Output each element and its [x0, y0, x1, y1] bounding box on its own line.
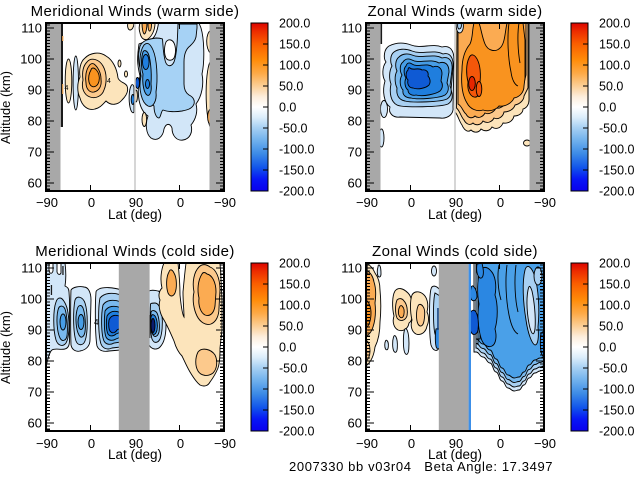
svg-text:90: 90: [28, 323, 42, 338]
svg-text:−90: −90: [356, 195, 378, 210]
svg-text:150.0: 150.0: [279, 38, 310, 52]
svg-text:0: 0: [408, 436, 415, 451]
svg-text:-100.0: -100.0: [599, 143, 634, 157]
svg-text:Lat (deg): Lat (deg): [108, 447, 162, 462]
svg-text:90: 90: [449, 436, 463, 451]
svg-text:0: 0: [177, 195, 184, 210]
svg-text:0: 0: [497, 195, 504, 210]
svg-text:100: 100: [20, 292, 42, 307]
svg-text:-50.0: -50.0: [599, 362, 628, 376]
svg-text:50.0: 50.0: [279, 320, 303, 334]
svg-text:90: 90: [129, 436, 143, 451]
svg-text:-200.0: -200.0: [279, 185, 314, 199]
svg-text:0: 0: [497, 436, 504, 451]
svg-text:0: 0: [88, 195, 95, 210]
svg-text:0.0: 0.0: [599, 341, 616, 355]
svg-text:50.0: 50.0: [599, 80, 623, 94]
svg-text:0: 0: [88, 436, 95, 451]
svg-text:4: 4: [65, 85, 69, 92]
svg-text:90: 90: [348, 323, 362, 338]
svg-text:4: 4: [107, 78, 111, 85]
svg-text:100: 100: [20, 52, 42, 67]
svg-text:100.0: 100.0: [279, 299, 310, 313]
svg-text:−90: −90: [36, 436, 58, 451]
svg-text:100: 100: [340, 52, 362, 67]
svg-text:200.0: 200.0: [279, 17, 310, 31]
svg-text:0: 0: [177, 436, 184, 451]
svg-text:110: 110: [21, 261, 42, 276]
svg-text:−90: −90: [534, 195, 556, 210]
svg-text:110: 110: [341, 261, 362, 276]
svg-text:-150.0: -150.0: [599, 404, 634, 418]
svg-text:70: 70: [28, 385, 42, 400]
svg-text:0.0: 0.0: [279, 341, 296, 355]
svg-text:−90: −90: [214, 195, 236, 210]
svg-text:50.0: 50.0: [599, 320, 623, 334]
svg-text:Lat (deg): Lat (deg): [428, 207, 482, 222]
svg-text:150.0: 150.0: [279, 278, 310, 292]
svg-text:0.0: 0.0: [279, 101, 296, 115]
svg-text:-200.0: -200.0: [279, 425, 314, 439]
svg-text:-50.0: -50.0: [279, 122, 308, 136]
svg-text:60: 60: [348, 416, 362, 431]
svg-text:200.0: 200.0: [279, 257, 310, 271]
svg-text:90: 90: [449, 195, 463, 210]
svg-text:-50.0: -50.0: [599, 122, 628, 136]
svg-text:0.0: 0.0: [599, 101, 616, 115]
svg-text:-50.0: -50.0: [279, 362, 308, 376]
svg-text:−90: −90: [534, 436, 556, 451]
svg-text:−90: −90: [356, 436, 378, 451]
svg-text:80: 80: [348, 354, 362, 369]
svg-text:70: 70: [348, 145, 362, 160]
svg-text:90: 90: [348, 83, 362, 98]
svg-text:-150.0: -150.0: [279, 164, 314, 178]
svg-text:4: 4: [94, 318, 99, 327]
svg-text:80: 80: [348, 114, 362, 129]
svg-text:-150.0: -150.0: [279, 404, 314, 418]
svg-text:100: 100: [340, 292, 362, 307]
svg-text:−90: −90: [36, 195, 58, 210]
svg-text:−90: −90: [214, 436, 236, 451]
svg-text:200.0: 200.0: [599, 257, 630, 271]
svg-text:100.0: 100.0: [279, 59, 310, 73]
svg-text:-200.0: -200.0: [599, 185, 634, 199]
svg-text:80: 80: [28, 354, 42, 369]
svg-text:200.0: 200.0: [599, 17, 630, 31]
svg-text:Altitude (km): Altitude (km): [0, 311, 13, 384]
svg-text:Zonal Winds (cold side): Zonal Winds (cold side): [372, 243, 538, 260]
svg-text:60: 60: [348, 176, 362, 191]
svg-text:90: 90: [28, 83, 42, 98]
svg-text:70: 70: [28, 145, 42, 160]
svg-text:60: 60: [28, 176, 42, 191]
svg-text:110: 110: [21, 21, 42, 36]
svg-text:-100.0: -100.0: [279, 383, 314, 397]
svg-text:90: 90: [129, 195, 143, 210]
svg-text:-200.0: -200.0: [599, 425, 634, 439]
svg-text:100.0: 100.0: [599, 299, 630, 313]
svg-text:Lat (deg): Lat (deg): [428, 447, 482, 462]
svg-text:Zonal Winds (warm side): Zonal Winds (warm side): [367, 3, 542, 20]
svg-text:100.0: 100.0: [599, 59, 630, 73]
svg-text:150.0: 150.0: [599, 38, 630, 52]
svg-text:Altitude (km): Altitude (km): [0, 71, 13, 144]
svg-text:80: 80: [28, 114, 42, 129]
svg-text:-100.0: -100.0: [279, 143, 314, 157]
svg-text:70: 70: [348, 385, 362, 400]
svg-text:150.0: 150.0: [599, 278, 630, 292]
svg-text:Meridional Winds (cold side): Meridional Winds (cold side): [35, 243, 235, 260]
svg-text:2007330 bb v03r04 Beta Angle: 2007330 bb v03r04 Beta Angle: 17.3497: [289, 459, 553, 474]
svg-text:60: 60: [28, 416, 42, 431]
svg-text:Meridional Winds (warm side): Meridional Winds (warm side): [31, 3, 240, 20]
svg-text:Lat (deg): Lat (deg): [108, 207, 162, 222]
svg-text:50.0: 50.0: [279, 80, 303, 94]
svg-text:110: 110: [341, 21, 362, 36]
svg-text:-100.0: -100.0: [599, 383, 634, 397]
svg-text:-150.0: -150.0: [599, 164, 634, 178]
svg-text:0: 0: [408, 195, 415, 210]
